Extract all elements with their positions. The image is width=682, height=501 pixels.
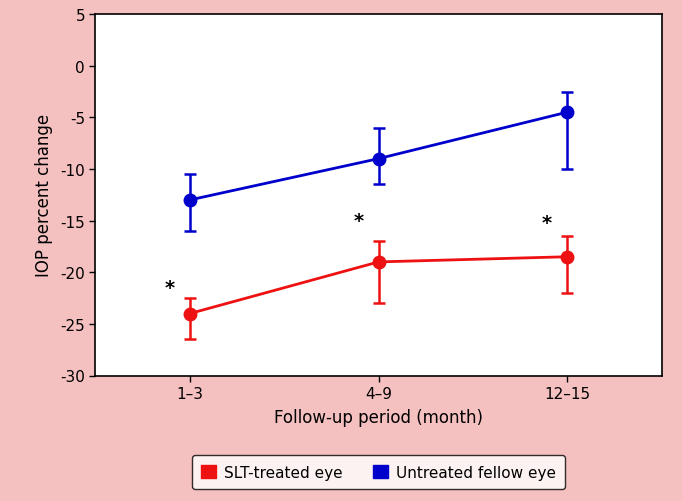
Legend: SLT-treated eye, Untreated fellow eye: SLT-treated eye, Untreated fellow eye (192, 455, 565, 489)
X-axis label: Follow-up period (month): Follow-up period (month) (274, 408, 483, 426)
Text: *: * (164, 279, 175, 298)
Text: *: * (542, 214, 552, 232)
Y-axis label: IOP percent change: IOP percent change (35, 114, 53, 277)
Text: *: * (353, 212, 364, 230)
